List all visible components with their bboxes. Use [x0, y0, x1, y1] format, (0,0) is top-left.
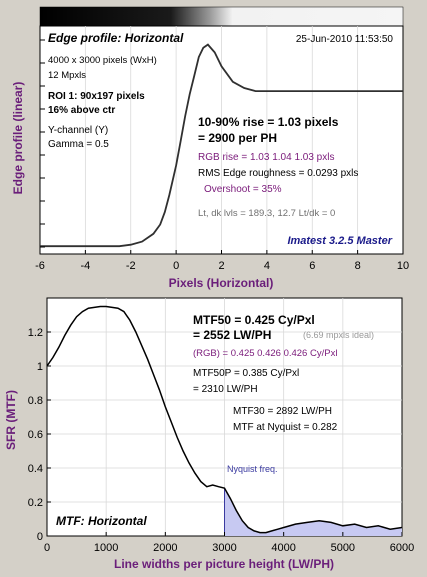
- mtf-y-tick-label: 0: [37, 531, 43, 543]
- edge-x-tick-label: 8: [355, 260, 361, 272]
- mtf-panel: 0 1000 2000 3000 4000 5000 6000 0 0.2 0.4 0.6 0.8 1…: [4, 297, 414, 571]
- gamma: Gamma = 0.5: [48, 139, 109, 150]
- timestamp: 25-Jun-2010 11:53:50: [296, 34, 394, 45]
- mtf-y-tick-label: 1: [37, 361, 43, 373]
- edge-x-tick-label: 2: [218, 260, 224, 272]
- mtf-y-tick-label: 0.2: [28, 497, 43, 509]
- mtf-grid: [47, 298, 402, 536]
- mtf-y-axis-title: SFR (MTF): [4, 390, 18, 450]
- mtf-title: MTF: Horizontal: [56, 514, 147, 528]
- edge-profile-panel: -6 -4 -2 0 2 4 6 8 10 Edge profile: Horizontal 2…: [11, 6, 409, 290]
- edge-x-tick-label: 10: [397, 260, 409, 272]
- mtf50: MTF50 = 0.425 Cy/Pxl: [193, 313, 315, 327]
- edge-x-ticks: -6 -4 -2 0 2 4 6 8 10: [35, 39, 409, 272]
- edge-profile-line: [40, 43, 403, 248]
- mtf30: MTF30 = 2892 LW/PH: [233, 406, 332, 417]
- rise-line2: = 2900 per PH: [198, 131, 277, 145]
- rise-line1: 10-90% rise = 1.03 pixels: [198, 115, 339, 129]
- roi-pos: 16% above ctr: [48, 105, 115, 116]
- edge-title: Edge profile: Horizontal: [48, 31, 184, 45]
- edge-x-tick-label: -4: [80, 260, 90, 272]
- rms-edge: RMS Edge roughness = 0.0293 pxls: [198, 168, 358, 179]
- image-size: 4000 x 3000 pixels (WxH): [48, 55, 157, 66]
- mtf-nyquist: MTF at Nyquist = 0.282: [233, 422, 338, 433]
- channel: Y-channel (Y): [48, 125, 108, 136]
- mtf-y-ticks: 0 0.2 0.4 0.6 0.8 1 1.2: [28, 327, 51, 543]
- nyquist-label: Nyquist freq.: [227, 464, 278, 474]
- mtf-x-tick-label: 3000: [212, 542, 236, 554]
- ideal-mpxls: (6.69 mpxls ideal): [303, 330, 374, 340]
- rgb-rise: RGB rise = 1.03 1.04 1.03 pxls: [198, 152, 334, 163]
- beyond-nyquist-shading: [224, 488, 402, 536]
- software-label: Imatest 3.2.5 Master: [287, 235, 392, 247]
- mpxls: 12 Mpxls: [48, 70, 86, 81]
- edge-x-axis-title: Pixels (Horizontal): [169, 276, 274, 290]
- edge-grid: [84, 26, 359, 254]
- mtf-x-tick-label: 0: [44, 542, 50, 554]
- mtf-x-axis-title: Line widths per picture height (LW/PH): [114, 557, 334, 571]
- mtf-y-tick-label: 1.2: [28, 327, 43, 339]
- mtf-y-tick-label: 0.4: [28, 463, 43, 475]
- edge-x-tick-label: 0: [173, 260, 179, 272]
- levels: Lt, dk lvls = 189.3, 12.7 Lt/dk = 0: [198, 208, 335, 219]
- edge-x-tick-label: -6: [35, 260, 45, 272]
- mtf-y-tick-label: 0.8: [28, 395, 43, 407]
- rgb-mtf50: (RGB) = 0.425 0.426 0.426 Cy/Pxl: [193, 348, 337, 359]
- edge-x-tick-label: 4: [264, 260, 270, 272]
- mtf-y-tick-label: 0.6: [28, 429, 43, 441]
- mtf50p: MTF50P = 0.385 Cy/Pxl: [193, 368, 299, 379]
- edge-y-axis-title: Edge profile (linear): [11, 82, 25, 195]
- mtf-x-tick-label: 1000: [94, 542, 118, 554]
- mtf-line: [46, 305, 403, 534]
- overshoot: Overshoot = 35%: [204, 184, 282, 195]
- mtf50p-lwph: = 2310 LW/PH: [193, 384, 258, 395]
- mtf-x-tick-label: 5000: [331, 542, 355, 554]
- mtf-x-tick-label: 4000: [271, 542, 295, 554]
- edge-x-tick-label: -2: [126, 260, 136, 272]
- gradient-strip: [39, 6, 404, 27]
- edge-x-tick-label: 6: [309, 260, 315, 272]
- mtf-x-ticks: 0 1000 2000 3000 4000 5000 6000: [44, 532, 414, 554]
- mtf-x-tick-label: 6000: [390, 542, 414, 554]
- mtf50-lwph: = 2552 LW/PH: [193, 328, 271, 342]
- roi: ROI 1: 90x197 pixels: [48, 91, 145, 102]
- mtf-x-tick-label: 2000: [153, 542, 177, 554]
